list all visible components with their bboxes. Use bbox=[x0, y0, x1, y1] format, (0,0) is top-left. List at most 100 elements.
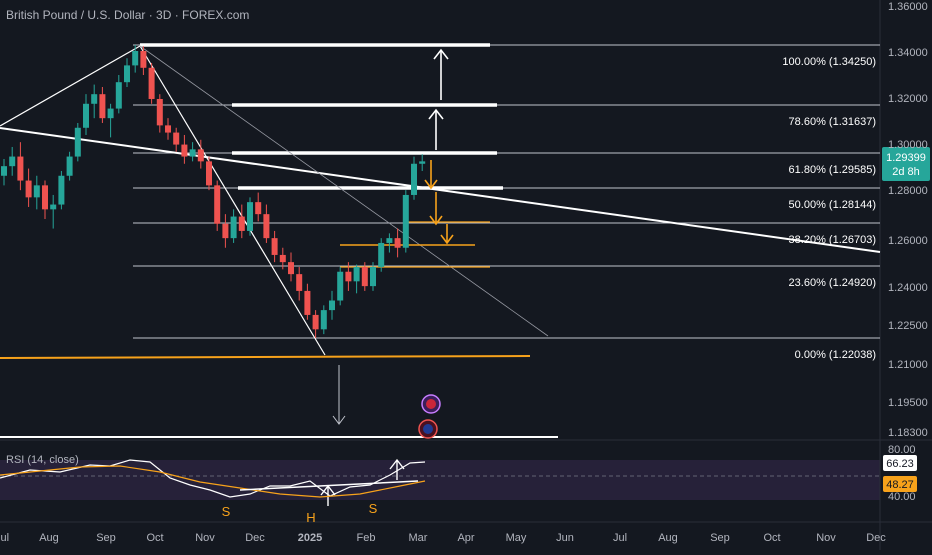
y-tick-label: 1.21000 bbox=[888, 359, 928, 371]
arrowhead bbox=[433, 48, 449, 60]
candle-body bbox=[247, 202, 253, 231]
x-tick-label: Aug bbox=[658, 532, 678, 544]
x-tick-label: 2025 bbox=[298, 532, 322, 544]
y-tick-label: 1.30000 bbox=[888, 139, 928, 151]
candle-body bbox=[197, 149, 204, 162]
candle-body bbox=[156, 98, 163, 126]
x-tick-label: Oct bbox=[146, 532, 163, 544]
candle-body bbox=[296, 274, 303, 291]
x-tick-label: Nov bbox=[195, 532, 215, 544]
rsi-band bbox=[0, 460, 880, 500]
candle-body bbox=[288, 262, 294, 275]
candle-body bbox=[189, 149, 196, 157]
candle-body bbox=[370, 266, 376, 287]
y-tick-label: 1.22500 bbox=[888, 320, 928, 332]
rsi-line bbox=[0, 459, 426, 498]
y-tick-label: 1.36000 bbox=[888, 1, 928, 13]
candle-body bbox=[66, 156, 73, 176]
candle-body bbox=[132, 50, 139, 66]
candle-body bbox=[394, 238, 401, 248]
candle-body bbox=[345, 271, 352, 282]
candle-body bbox=[255, 202, 262, 215]
x-tick-label: Aug bbox=[39, 532, 59, 544]
candle-body bbox=[378, 242, 385, 267]
trendline bbox=[0, 127, 881, 253]
candle-body bbox=[17, 156, 24, 181]
arrowhead bbox=[440, 234, 454, 245]
candle-body bbox=[337, 271, 344, 301]
candle-body bbox=[58, 175, 65, 205]
us-flag-icon bbox=[423, 424, 433, 434]
x-tick-label: May bbox=[506, 532, 527, 544]
y-tick-label: 1.34000 bbox=[888, 47, 928, 59]
fib-label: 0.00% (1.22038) bbox=[795, 349, 876, 361]
y-tick-label: 1.32000 bbox=[888, 93, 928, 105]
impulse-line bbox=[139, 45, 326, 356]
candle-body bbox=[361, 266, 368, 287]
candle-body bbox=[25, 180, 32, 198]
candle-body bbox=[107, 108, 114, 119]
rsi-label: RSI (14, close) bbox=[6, 454, 79, 466]
candle-body bbox=[230, 216, 237, 239]
fib-label: 100.00% (1.34250) bbox=[782, 56, 876, 68]
candle-body bbox=[83, 103, 89, 128]
x-tick-label: Dec bbox=[866, 532, 886, 544]
candle-body bbox=[50, 204, 57, 210]
support-line bbox=[0, 355, 531, 359]
candle-body bbox=[115, 82, 122, 109]
rsi-value: 66.23 bbox=[886, 458, 914, 470]
arrowhead bbox=[389, 458, 405, 470]
pattern-label: S bbox=[222, 504, 231, 519]
fib-diagonal bbox=[139, 45, 549, 337]
price-tag bbox=[882, 147, 930, 181]
candle-body bbox=[222, 223, 229, 239]
candle-body bbox=[148, 67, 155, 99]
candle-body bbox=[329, 300, 335, 311]
candle-body bbox=[1, 166, 7, 176]
candle-body bbox=[320, 310, 327, 330]
candle-body bbox=[124, 65, 130, 83]
candle-body bbox=[411, 163, 417, 195]
fib-label: 50.00% (1.28144) bbox=[789, 199, 876, 211]
rsi-ma-tag bbox=[883, 476, 917, 492]
pattern-label: H bbox=[306, 510, 315, 525]
candle-body bbox=[181, 144, 188, 157]
x-tick-label: Sep bbox=[710, 532, 730, 544]
y-tick-label: 1.24000 bbox=[888, 282, 928, 294]
candle-body bbox=[165, 125, 171, 133]
rsi-tick-label: 40.00 bbox=[888, 491, 916, 503]
x-tick-label: Apr bbox=[457, 532, 474, 544]
candle-body bbox=[386, 238, 393, 243]
x-tick-label: Sep bbox=[96, 532, 116, 544]
candle-body bbox=[9, 156, 16, 167]
price-tag-countdown: 2d 8h bbox=[892, 166, 920, 178]
candle-body bbox=[279, 254, 286, 263]
candle-body bbox=[91, 94, 98, 104]
fib-label: 78.60% (1.31637) bbox=[789, 116, 876, 128]
candle-body bbox=[353, 266, 360, 282]
price-tag-value: 1.29399 bbox=[886, 152, 926, 164]
candle-body bbox=[312, 314, 319, 330]
arrowhead bbox=[332, 415, 346, 425]
candle-body bbox=[402, 194, 409, 248]
impulse-line bbox=[0, 45, 141, 127]
x-tick-label: Jul bbox=[613, 532, 627, 544]
candle-body bbox=[99, 94, 106, 119]
x-tick-label: Oct bbox=[763, 532, 780, 544]
x-tick-label: Nov bbox=[816, 532, 836, 544]
fib-label: 61.80% (1.29585) bbox=[789, 164, 876, 176]
rsi-tick-label: 80.00 bbox=[888, 444, 916, 456]
y-tick-label: 1.18300 bbox=[888, 427, 928, 439]
arrowhead bbox=[424, 179, 438, 190]
candle-body bbox=[419, 161, 426, 164]
rsi-neckline bbox=[239, 480, 419, 491]
candle-body bbox=[206, 161, 212, 186]
candle-body bbox=[263, 214, 270, 239]
y-tick-label: 1.28000 bbox=[888, 185, 928, 197]
candle-body bbox=[33, 185, 40, 198]
candle-body bbox=[140, 50, 147, 68]
candle-body bbox=[304, 290, 311, 315]
fib-label: 23.60% (1.24920) bbox=[789, 277, 876, 289]
